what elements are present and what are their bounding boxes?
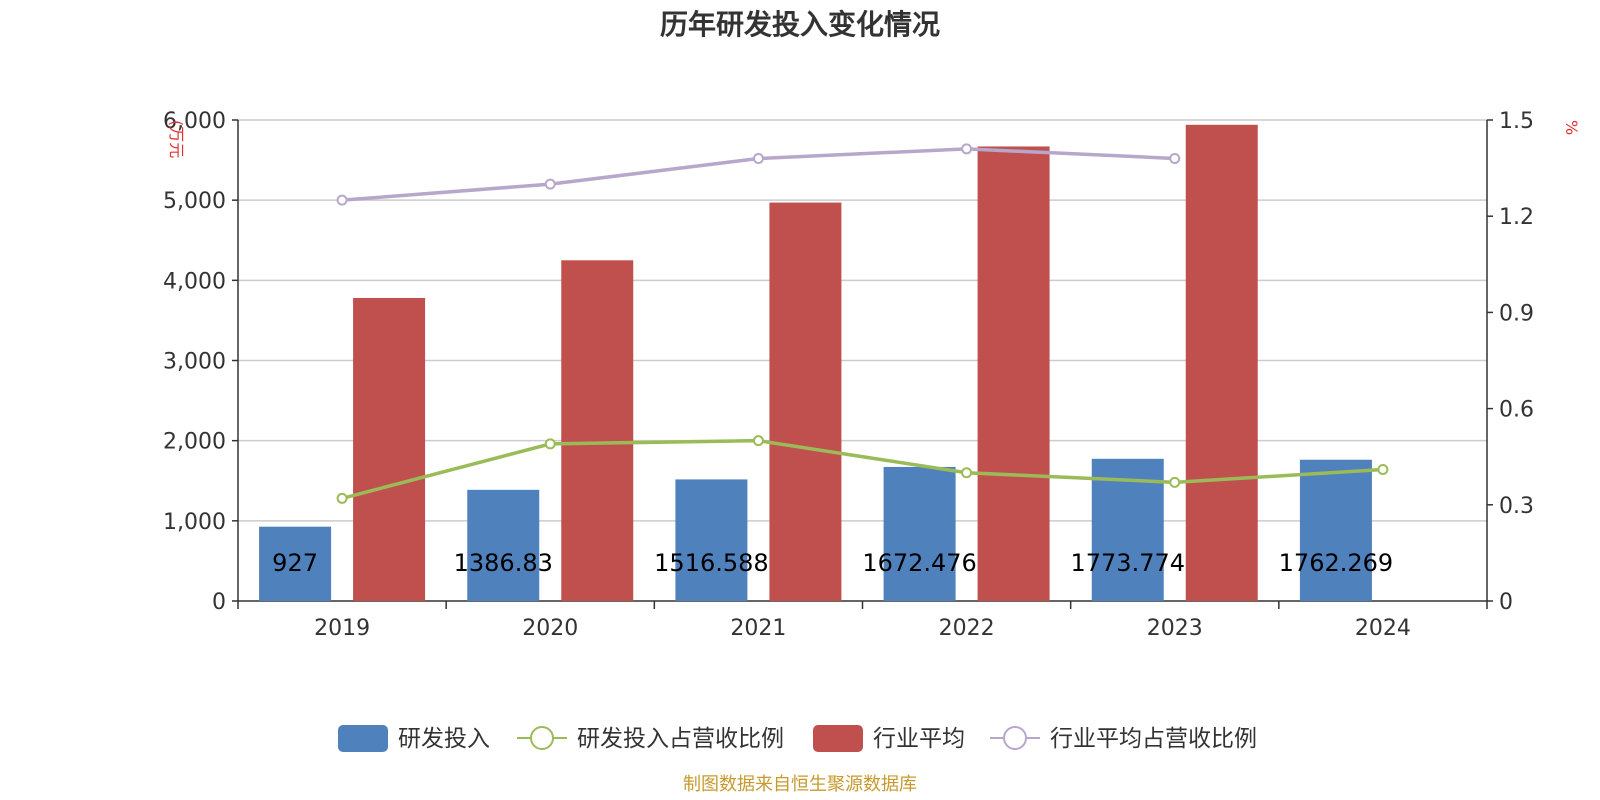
data-label: 927 — [272, 549, 318, 577]
axes: 0 1,000 2,000 3,000 4,000 5,000 6,000 0 0.3 0.6 0.… — [163, 109, 1534, 641]
chart-title: 历年研发投入变化情况 — [660, 8, 940, 41]
y-left-tick-label: 1,000 — [163, 510, 226, 535]
line-point — [544, 178, 556, 190]
y-right-tick-label: 0 — [1499, 590, 1513, 615]
bar — [977, 146, 1050, 601]
source-note: 制图数据来自恒生聚源数据库 — [683, 774, 917, 795]
data-label: 1516.588 — [654, 549, 769, 577]
y-left-tick-label: 4,000 — [163, 269, 226, 294]
data-label: 1672.476 — [862, 549, 977, 577]
line-point — [336, 492, 348, 504]
y-right-unit: % — [1562, 120, 1581, 135]
line-point — [961, 467, 973, 479]
x-tick-label: 2022 — [939, 616, 995, 641]
line-point — [1377, 464, 1389, 476]
series-line — [341, 438, 1384, 501]
legend-label: 研发投入占营收比例 — [577, 726, 784, 752]
y-right-tick-label: 1.5 — [1499, 109, 1534, 134]
x-tick-label: 2020 — [522, 616, 578, 641]
data-label: 1762.269 — [1279, 549, 1394, 577]
legend-swatch — [338, 725, 388, 752]
bar — [1185, 124, 1258, 601]
legend-label: 行业平均占营收比例 — [1050, 726, 1257, 752]
line-point — [961, 143, 973, 155]
line-point — [336, 194, 348, 206]
y-right-tick-label: 1.2 — [1499, 205, 1534, 230]
y-left-unit: (万元 — [167, 120, 186, 158]
legend-label: 行业平均 — [873, 726, 965, 752]
x-tick-label: 2024 — [1355, 616, 1411, 641]
data-labels: 927 1386.83 1516.588 1672.476 1773.774 1762.2… — [272, 549, 1393, 577]
x-tick-label: 2023 — [1147, 616, 1203, 641]
y-left-tick-label: 2,000 — [163, 430, 226, 455]
bar — [259, 526, 332, 601]
line-point — [752, 435, 764, 447]
data-label: 1386.83 — [454, 549, 553, 577]
bar — [883, 466, 956, 601]
y-right-tick-label: 0.6 — [1499, 398, 1534, 423]
y-left-tick-label: 5,000 — [163, 189, 226, 214]
line-point — [544, 438, 556, 450]
legend-label: 研发投入 — [398, 726, 490, 752]
legend[interactable]: 研发投入 研发投入占营收比例 行业平均 行业平均占营收比例 — [338, 725, 1257, 752]
bars — [259, 124, 1372, 602]
bar — [467, 489, 540, 601]
line-point — [1169, 152, 1181, 164]
bar — [1299, 459, 1372, 601]
bar — [769, 202, 842, 602]
y-left-tick-label: 3,000 — [163, 350, 226, 375]
grid — [238, 119, 1487, 522]
y-right-tick-label: 0.9 — [1499, 301, 1534, 326]
bar — [561, 260, 634, 601]
x-tick-label: 2021 — [730, 616, 786, 641]
bar — [675, 479, 748, 601]
data-label: 1773.774 — [1070, 549, 1185, 577]
line-point — [752, 152, 764, 164]
y-left-tick-label: 6,000 — [163, 109, 226, 134]
x-tick-label: 2019 — [314, 616, 370, 641]
lines — [336, 143, 1389, 504]
legend-swatch-marker — [530, 726, 554, 750]
bar — [353, 297, 426, 601]
legend-swatch-marker — [1003, 726, 1027, 750]
y-left-tick-label: 0 — [212, 590, 226, 615]
y-right-tick-label: 0.3 — [1499, 494, 1534, 519]
line-point — [1169, 476, 1181, 488]
legend-swatch — [813, 725, 863, 752]
